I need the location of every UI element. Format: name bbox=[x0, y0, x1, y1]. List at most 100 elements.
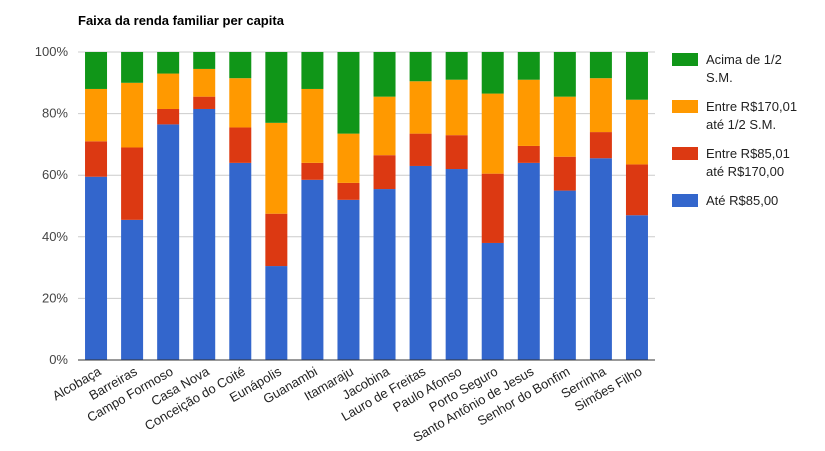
bar-segment bbox=[337, 199, 360, 360]
bar-segment bbox=[301, 52, 324, 89]
bar-stack bbox=[553, 52, 576, 361]
bar-segment bbox=[553, 52, 576, 97]
bar-segment bbox=[445, 52, 468, 80]
legend-swatch bbox=[672, 194, 698, 207]
bar-segment bbox=[121, 219, 144, 360]
bar-segment bbox=[625, 99, 648, 165]
bar-segment bbox=[301, 88, 324, 163]
bar-segment bbox=[157, 52, 180, 74]
bar-segment bbox=[481, 242, 504, 360]
bar-stack bbox=[85, 52, 108, 361]
bar-segment bbox=[121, 147, 144, 220]
bar-stack bbox=[373, 52, 396, 361]
bar-stack bbox=[193, 52, 216, 361]
bar-segment bbox=[193, 52, 216, 69]
bar-segment bbox=[481, 93, 504, 174]
bar-stack bbox=[589, 52, 612, 361]
bar-segment bbox=[265, 266, 288, 360]
y-tick-label: 0% bbox=[49, 352, 68, 367]
bar-segment bbox=[517, 162, 540, 360]
legend-item: Entre R$170,01 até 1/2 S.M. bbox=[672, 99, 797, 132]
bar-segment bbox=[193, 96, 216, 109]
bar-stack bbox=[445, 52, 468, 361]
y-tick-label: 100% bbox=[35, 44, 69, 59]
legend-label: Entre R$85,01 bbox=[706, 146, 790, 161]
y-tick-label: 20% bbox=[42, 290, 68, 305]
bar-segment bbox=[409, 133, 432, 166]
bar-segment bbox=[373, 96, 396, 156]
bar-segment bbox=[517, 145, 540, 163]
bar-segment bbox=[625, 215, 648, 360]
legend-label: S.M. bbox=[706, 70, 733, 85]
bar-segment bbox=[301, 179, 324, 360]
bar-segment bbox=[409, 52, 432, 82]
legend-label: Até R$85,00 bbox=[706, 193, 778, 208]
bar-segment bbox=[229, 78, 252, 128]
bar-segment bbox=[589, 132, 612, 159]
bar-segment bbox=[553, 156, 576, 191]
bar-segment bbox=[373, 189, 396, 360]
y-tick-label: 60% bbox=[42, 167, 68, 182]
y-tick-label: 80% bbox=[42, 106, 68, 121]
bar-segment bbox=[193, 108, 216, 360]
bar-segment bbox=[301, 162, 324, 180]
bar-segment bbox=[337, 52, 360, 134]
bar-segment bbox=[85, 141, 108, 177]
bar-segment bbox=[157, 108, 180, 125]
bar-stack bbox=[301, 52, 324, 361]
bar-segment bbox=[481, 52, 504, 94]
bar-segment bbox=[85, 88, 108, 142]
legend-label: até 1/2 S.M. bbox=[706, 117, 776, 132]
bar-segment bbox=[265, 52, 288, 123]
legend-label: Acima de 1/2 bbox=[706, 52, 782, 67]
chart-title: Faixa da renda familiar per capita bbox=[78, 13, 285, 28]
bar-segment bbox=[121, 52, 144, 83]
bar-segment bbox=[85, 52, 108, 89]
bar-stack bbox=[265, 52, 288, 361]
legend-item: Acima de 1/2 S.M. bbox=[672, 52, 782, 85]
bar-stack bbox=[229, 52, 252, 361]
bar-segment bbox=[85, 176, 108, 360]
bar-segment bbox=[589, 78, 612, 133]
bar-segment bbox=[553, 96, 576, 157]
bars bbox=[85, 52, 648, 361]
legend-label: até R$170,00 bbox=[706, 164, 784, 179]
bar-stack bbox=[481, 52, 504, 361]
bar-segment bbox=[373, 155, 396, 190]
bar-segment bbox=[445, 135, 468, 170]
bar-stack bbox=[625, 52, 648, 361]
bar-segment bbox=[229, 127, 252, 163]
bar-segment bbox=[445, 79, 468, 136]
bar-segment bbox=[589, 158, 612, 360]
bar-segment bbox=[337, 133, 360, 183]
bar-stack bbox=[121, 52, 144, 361]
bar-segment bbox=[481, 173, 504, 243]
bar-segment bbox=[373, 52, 396, 97]
legend-item: Entre R$85,01 até R$170,00 bbox=[672, 146, 790, 179]
bar-segment bbox=[193, 68, 216, 97]
bar-segment bbox=[409, 165, 432, 360]
legend: Acima de 1/2 S.M. Entre R$170,01 até 1/2 S.… bbox=[672, 52, 797, 208]
legend-swatch bbox=[672, 147, 698, 160]
bar-segment bbox=[517, 79, 540, 146]
bar-stack bbox=[337, 52, 360, 361]
bar-segment bbox=[157, 73, 180, 109]
bar-segment bbox=[625, 52, 648, 100]
bar-segment bbox=[229, 52, 252, 79]
legend-item: Até R$85,00 bbox=[672, 193, 778, 208]
bar-segment bbox=[157, 124, 180, 360]
bar-segment bbox=[265, 122, 288, 214]
bar-segment bbox=[121, 82, 144, 148]
bar-stack bbox=[409, 52, 432, 361]
bar-segment bbox=[589, 52, 612, 79]
legend-label: Entre R$170,01 bbox=[706, 99, 797, 114]
bar-stack bbox=[157, 52, 180, 361]
legend-swatch bbox=[672, 100, 698, 113]
legend-swatch bbox=[672, 53, 698, 66]
y-axis-ticks: 0% 20% 40% 60% 80% 100% bbox=[35, 44, 69, 367]
bar-segment bbox=[337, 182, 360, 200]
y-tick-label: 40% bbox=[42, 229, 68, 244]
bar-stack bbox=[517, 52, 540, 361]
